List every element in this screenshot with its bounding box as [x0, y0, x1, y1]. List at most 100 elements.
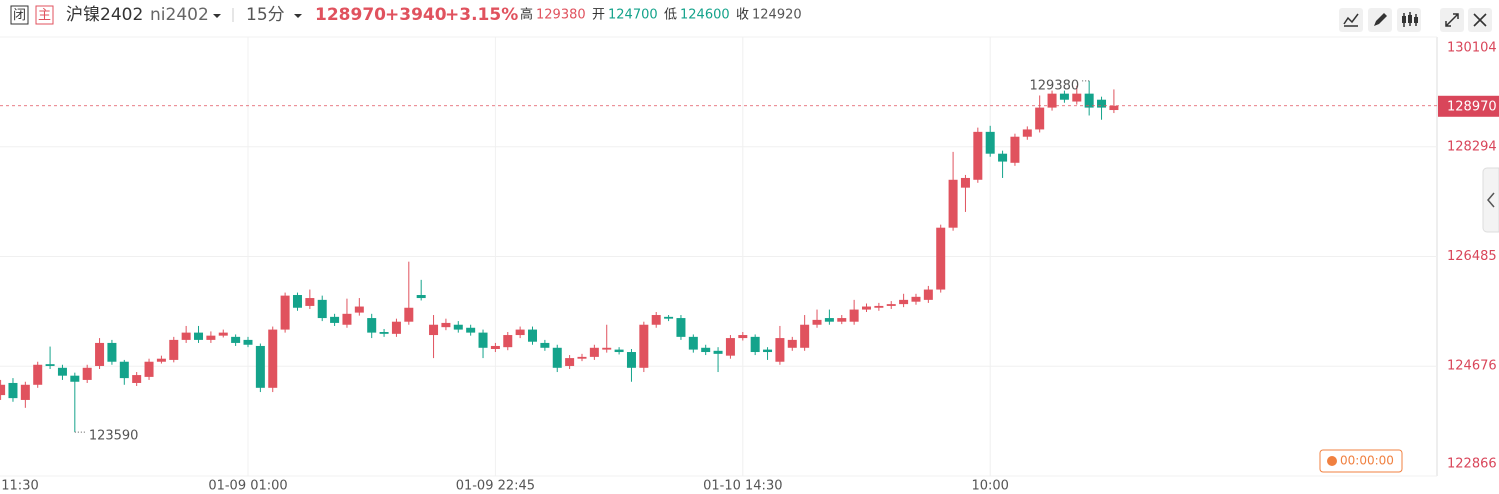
stat-value: 124600 [680, 8, 730, 23]
candle-body [713, 350, 723, 354]
candle-body [280, 295, 290, 330]
candle-body [119, 361, 129, 379]
candle-body [169, 339, 179, 360]
y-tick-label: 122866 [1447, 457, 1497, 472]
candle-body [837, 318, 847, 322]
tool-icon [1374, 13, 1387, 26]
candle-body [651, 315, 661, 325]
x-tick-label: 01-09 22:45 [456, 479, 535, 494]
candle-body [750, 336, 760, 353]
expand-icon [1445, 13, 1459, 27]
candle-body [862, 306, 871, 310]
candle-body [1084, 93, 1094, 108]
candle-body [1035, 107, 1045, 130]
close-tag: 闭 [13, 8, 26, 23]
last-price-tag [1438, 95, 1499, 117]
stat-value: 124700 [608, 8, 658, 23]
candle-body [936, 227, 946, 290]
candle-body [231, 336, 241, 343]
candle-body [342, 313, 352, 325]
candle-body [57, 367, 67, 376]
candle-body [1022, 129, 1032, 137]
candle-body [354, 306, 364, 313]
candle-body [453, 324, 463, 330]
tool-icon [1408, 15, 1412, 23]
candle-body [577, 356, 587, 359]
candle-body [688, 336, 698, 350]
candle-body [998, 153, 1008, 162]
candle-body [20, 384, 30, 400]
candle-body [404, 307, 414, 322]
candle-body [701, 347, 711, 353]
candle-body [107, 342, 117, 362]
candle-body [626, 352, 636, 368]
y-tick-label: 126485 [1447, 249, 1497, 264]
candle-body [824, 318, 834, 322]
candle-body [1059, 93, 1069, 100]
candle-body [1010, 136, 1020, 163]
candle-body [292, 295, 302, 308]
x-tick-label: 10:00 [971, 479, 1008, 494]
candle-body [243, 339, 253, 345]
y-tick-label: 130104 [1447, 41, 1497, 56]
candle-body [886, 304, 896, 306]
candle-body [812, 319, 822, 325]
candle-body [664, 316, 674, 319]
candle-body [1047, 93, 1057, 108]
price: 128970 [315, 5, 386, 25]
candle-body [849, 309, 859, 322]
x-tick-label: 01-10 14:30 [703, 479, 782, 494]
x-tick-label: 01-09 01:00 [208, 479, 287, 494]
candle-body [132, 375, 142, 383]
candle-body [1109, 105, 1119, 111]
y-tick-label: 124676 [1447, 359, 1497, 374]
candle-body [565, 358, 575, 366]
candle-body [503, 335, 513, 348]
candle-body [985, 131, 995, 154]
period[interactable]: 15分 [246, 5, 285, 25]
stat-value: 129380 [536, 8, 586, 23]
symbol-code[interactable]: ni2402 [150, 5, 209, 25]
candle-body [466, 327, 476, 333]
dropdown-caret [213, 14, 221, 18]
candle-body [268, 329, 278, 388]
candle-body [305, 298, 315, 306]
candle-body [911, 296, 921, 302]
candle-body [206, 335, 216, 340]
toolbar [1339, 8, 1492, 32]
candle-body [478, 332, 488, 348]
candle-body [602, 347, 612, 350]
candle-body [181, 332, 191, 340]
change-pct: +3.15% [445, 5, 518, 25]
candle-body [552, 347, 562, 368]
candle-body [515, 329, 525, 336]
candle-body [960, 177, 970, 188]
main-tag: 主 [38, 8, 51, 23]
candle-body [639, 324, 649, 368]
candle-body [490, 345, 500, 349]
last-price-label: 128970 [1447, 99, 1497, 114]
tool-icon [1343, 13, 1359, 27]
side-tab-arrow [1487, 192, 1495, 208]
countdown-icon [1327, 456, 1337, 466]
tool-icon [1414, 17, 1418, 23]
main-tag-box [35, 5, 54, 25]
side-tab[interactable] [1482, 167, 1499, 233]
candle-body [33, 364, 43, 385]
stat-value: 124920 [752, 8, 802, 23]
stat-label: 开 [592, 8, 605, 23]
candle-body [763, 349, 773, 353]
change: +3940 [385, 5, 447, 25]
candle-body [1072, 93, 1082, 102]
countdown: 00:00:00 [1340, 454, 1394, 468]
candle-body [218, 332, 228, 336]
x-tick-label: 11:30 [1, 479, 38, 494]
tool-icon [1402, 16, 1406, 23]
candle-body [416, 295, 426, 299]
candle-body [156, 358, 166, 362]
stat-label: 收 [736, 8, 749, 23]
candle-body [0, 384, 6, 396]
candle-body [45, 364, 55, 366]
candle-body [923, 289, 933, 300]
countdown-box [1319, 449, 1403, 473]
